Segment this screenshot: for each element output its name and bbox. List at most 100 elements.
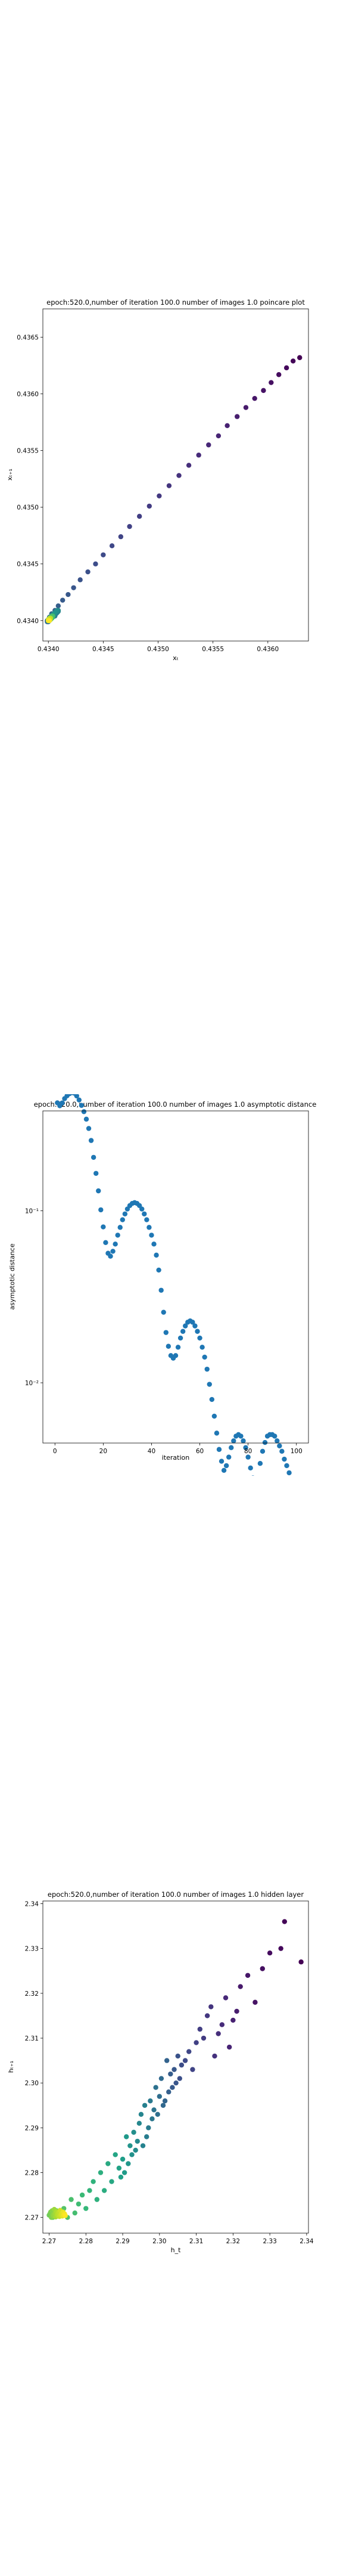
asymptotic-y-ticks: 10⁻¹ 10⁻² [25, 1208, 43, 1387]
poincare-point [46, 618, 52, 623]
hidden-point [282, 1919, 288, 1924]
hidden-marks [46, 1919, 304, 2220]
asymptotic-point [117, 1225, 123, 1230]
asymptotic-point [214, 1431, 220, 1436]
asymptotic-point [88, 1138, 94, 1143]
hidden-point [267, 1950, 273, 1956]
asymptotic-point [139, 1206, 145, 1212]
hidden-point [148, 2098, 153, 2104]
asymptotic-point [144, 1217, 149, 1222]
asymptotic-plot: epoch:520.0,number of iteration 100.0 nu… [0, 1088, 343, 1502]
hidden-point [278, 1946, 283, 1951]
hidden-point [68, 2197, 74, 2202]
asymptotic-point [83, 1116, 89, 1122]
asymptotic-point [142, 1211, 147, 1216]
hidden-point [129, 2152, 135, 2157]
poincare-point [93, 561, 98, 566]
hidden-point [121, 2170, 127, 2175]
hidden-y-label: hₜ₊₁ [7, 2061, 15, 2073]
poincare-x-tick-label: 0.4360 [257, 646, 279, 653]
asymptotic-point [91, 1154, 96, 1160]
hidden-point [109, 2179, 114, 2184]
asymptotic-point [122, 1211, 128, 1216]
asymptotic-point [177, 1335, 183, 1341]
asymptotic-point [286, 1470, 292, 1476]
hidden-x-tick-label: 2.28 [79, 2238, 93, 2245]
asymptotic-point [202, 1354, 207, 1360]
asymptotic-point [277, 1443, 282, 1448]
hidden-point [170, 2085, 175, 2090]
asymptotic-x-tick-label: 20 [99, 1448, 107, 1455]
asymptotic-x-tick-label: 100 [291, 1448, 303, 1455]
poincare-plot: epoch:520.0,number of iteration 100.0 nu… [0, 292, 343, 674]
poincare-point [71, 585, 76, 590]
asymptotic-point [243, 1445, 248, 1450]
hidden-point [245, 1973, 251, 1978]
hidden-point [127, 2143, 133, 2148]
poincare-point [216, 433, 222, 439]
hidden-point [216, 2031, 221, 2036]
hidden-point [160, 2103, 166, 2108]
poincare-y-tick-label: 0.4350 [17, 504, 39, 512]
hidden-point [124, 2134, 129, 2140]
hidden-point [162, 2098, 168, 2104]
poincare-x-tick-label: 0.4340 [38, 646, 60, 653]
hidden-svg: epoch:520.0,number of iteration 100.0 nu… [7, 1890, 314, 2254]
asymptotic-point [195, 1329, 200, 1334]
hidden-y-tick-label: 2.30 [25, 2080, 39, 2087]
hidden-x-tick-label: 2.29 [116, 2238, 129, 2245]
hidden-point [138, 2111, 144, 2117]
asymptotic-point [108, 1253, 113, 1259]
hidden-point [182, 2058, 188, 2063]
hidden-point [219, 2022, 225, 2027]
asymptotic-point [204, 1366, 210, 1372]
hidden-point [197, 2026, 202, 2032]
poincare-point [235, 414, 240, 419]
asymptotic-marks [52, 1088, 299, 1502]
asymptotic-point [272, 1433, 277, 1439]
hidden-y-ticks: 2.27 2.28 2.29 2.30 2.31 2.32 2.33 2.34 [25, 1901, 43, 2222]
asymptotic-x-ticks: 0 20 40 60 80 100 [53, 1443, 303, 1455]
hidden-point [113, 2152, 118, 2157]
asymptotic-point [231, 1438, 236, 1444]
hidden-point [94, 2197, 100, 2202]
hidden-point [149, 2116, 155, 2122]
hidden-point [226, 2044, 232, 2050]
asymptotic-point [257, 1461, 263, 1466]
hidden-y-tick-label: 2.33 [25, 1946, 39, 1953]
hidden-point [234, 2008, 239, 2014]
asymptotic-x-tick-label: 80 [244, 1448, 252, 1455]
poincare-point [283, 365, 289, 371]
poincare-point [118, 534, 124, 540]
poincare-point [55, 603, 61, 609]
asymptotic-point [86, 1126, 92, 1131]
hidden-y-tick-label: 2.32 [25, 1990, 39, 1998]
asymptotic-point [110, 1249, 116, 1254]
asymptotic-point [223, 1463, 229, 1469]
hidden-point [194, 2040, 199, 2045]
poincare-point [77, 577, 83, 583]
poincare-point [261, 388, 266, 394]
poincare-x-tick-label: 0.4355 [202, 646, 224, 653]
hidden-point [79, 2192, 85, 2198]
asymptotic-point [96, 1188, 101, 1194]
hidden-x-tick-label: 2.34 [300, 2238, 314, 2245]
poincare-point [297, 355, 303, 360]
asymptotic-point [275, 1438, 280, 1444]
hidden-point [98, 2170, 104, 2175]
poincare-point [276, 372, 282, 377]
asymptotic-y-tick-label: 10⁻¹ [25, 1208, 39, 1215]
hidden-y-tick-label: 2.27 [25, 2215, 39, 2222]
asymptotic-title: epoch:520.0,number of iteration 100.0 nu… [34, 1100, 317, 1109]
asymptotic-x-tick-label: 0 [53, 1448, 57, 1455]
hidden-point [116, 2165, 122, 2171]
asymptotic-point [192, 1323, 198, 1329]
asymptotic-point [279, 1448, 285, 1454]
hidden-point [101, 2188, 107, 2193]
poincare-point [196, 453, 201, 458]
hidden-point [179, 2062, 185, 2068]
asymptotic-point [115, 1233, 120, 1238]
asymptotic-point [219, 1459, 224, 1464]
hidden-point [140, 2143, 146, 2148]
hidden-point [212, 2053, 217, 2059]
